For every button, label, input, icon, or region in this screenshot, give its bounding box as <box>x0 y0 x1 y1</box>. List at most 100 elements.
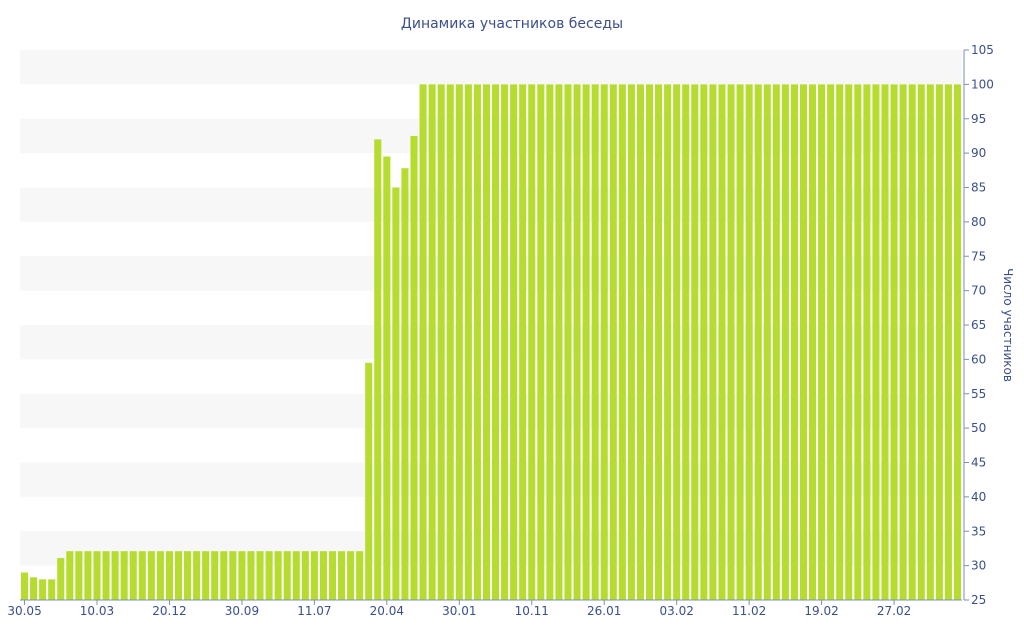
y-tick-label: 90 <box>971 146 986 160</box>
x-tick-label: 30.01 <box>442 604 476 618</box>
bar <box>917 84 925 600</box>
bar <box>30 577 38 600</box>
bar <box>455 84 463 600</box>
bar <box>319 551 327 600</box>
y-tick-label: 35 <box>971 524 986 538</box>
bar <box>75 551 83 600</box>
bar <box>20 572 29 600</box>
bar <box>555 84 563 600</box>
y-tick-label: 55 <box>971 387 986 401</box>
bar <box>655 84 663 600</box>
bar <box>564 84 572 600</box>
bar <box>347 551 355 600</box>
bar <box>673 84 681 600</box>
bar <box>709 84 717 600</box>
bar <box>727 84 735 600</box>
bar <box>890 84 898 600</box>
bar <box>944 84 952 600</box>
bar <box>147 551 155 600</box>
bar <box>446 84 454 600</box>
bar <box>238 551 246 600</box>
bar <box>899 84 907 600</box>
bar <box>229 551 237 600</box>
bar <box>84 551 92 600</box>
bar <box>573 84 581 600</box>
x-tick-label: 30.05 <box>7 604 41 618</box>
bar <box>120 551 128 600</box>
bar <box>627 84 635 600</box>
y-tick-label: 95 <box>971 112 986 126</box>
y-tick-label: 60 <box>971 352 986 366</box>
x-tick-label: 19.02 <box>804 604 838 618</box>
bar <box>809 84 817 600</box>
bar <box>664 84 672 600</box>
bar <box>600 84 608 600</box>
bar <box>953 84 962 600</box>
bar <box>265 551 273 600</box>
grid-band <box>20 50 962 85</box>
x-tick-label: 10.03 <box>80 604 114 618</box>
y-tick-label: 80 <box>971 215 986 229</box>
bar <box>256 551 264 600</box>
bar <box>39 579 47 600</box>
bar <box>908 84 916 600</box>
bar <box>138 551 146 600</box>
bar <box>546 84 554 600</box>
bar <box>510 84 518 600</box>
x-tick-label: 11.02 <box>732 604 766 618</box>
bar <box>528 84 536 600</box>
y-tick-label: 75 <box>971 249 986 263</box>
bar <box>274 551 282 600</box>
y-axis-label: Число участников <box>1001 268 1015 382</box>
bar <box>220 551 228 600</box>
y-tick-label: 70 <box>971 284 986 298</box>
bar <box>356 551 364 600</box>
bar <box>283 551 291 600</box>
bar <box>926 84 934 600</box>
bar <box>292 551 300 600</box>
bar <box>473 84 481 600</box>
x-tick-label: 03.02 <box>660 604 694 618</box>
bar <box>501 84 509 600</box>
bar <box>410 135 418 600</box>
bar <box>310 551 318 600</box>
x-axis: 30.05 10.03 20.12 30.09 11.07 20.04 30.01 10.11… <box>7 599 962 618</box>
bar <box>165 551 173 600</box>
bar <box>57 558 65 600</box>
bar <box>301 551 309 600</box>
bar <box>129 551 137 600</box>
bar <box>519 84 527 600</box>
x-tick-label: 27.02 <box>877 604 911 618</box>
bar <box>365 362 373 600</box>
bar <box>645 84 654 600</box>
bar <box>202 551 210 600</box>
y-tick-label: 25 <box>971 593 986 607</box>
bar <box>48 579 56 600</box>
bar <box>736 84 744 600</box>
y-tick-label: 100 <box>971 77 994 91</box>
x-tick-label: 26.01 <box>587 604 621 618</box>
bar <box>718 84 726 600</box>
bar <box>609 84 617 600</box>
bar <box>818 84 826 600</box>
bar <box>428 84 436 600</box>
bar <box>772 84 780 600</box>
bar <box>193 551 201 600</box>
bar <box>881 84 889 600</box>
bar <box>392 187 400 600</box>
y-tick-label: 50 <box>971 421 986 435</box>
bar <box>790 84 798 600</box>
bar <box>763 84 771 600</box>
bar <box>636 84 644 600</box>
bar <box>401 168 409 600</box>
bar <box>618 84 626 600</box>
bar <box>872 84 880 600</box>
bar <box>754 84 762 600</box>
y-tick-label: 30 <box>971 559 986 573</box>
bar <box>247 551 255 600</box>
bar <box>682 84 690 600</box>
bar <box>827 84 835 600</box>
x-tick-label: 20.04 <box>370 604 404 618</box>
y-tick-label: 65 <box>971 318 986 332</box>
